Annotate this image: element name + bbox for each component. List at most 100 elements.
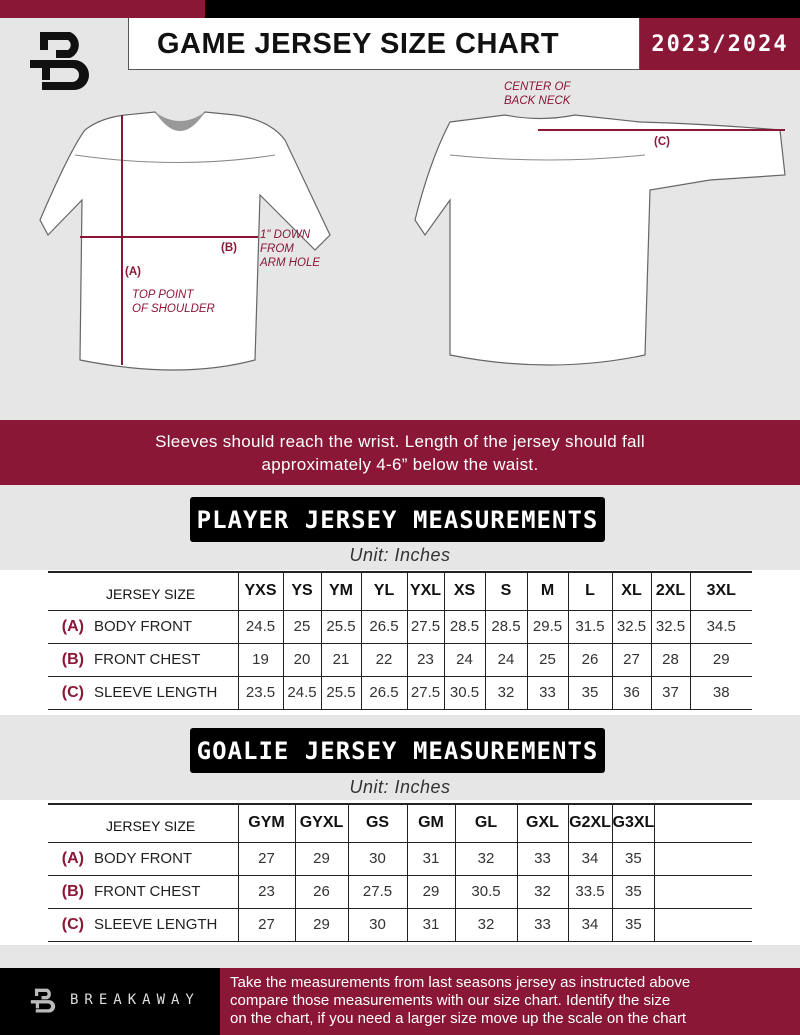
cell: 32 [454, 908, 517, 941]
table-row: (B) FRONT CHEST 19 20 21 22 23 24 24 25 26 27 28 29 [48, 643, 752, 676]
label-a: (A) [125, 266, 141, 278]
row-label-text: FRONT CHEST [94, 882, 201, 900]
front-jersey-diagram [39, 111, 331, 371]
cell: 29.5 [526, 610, 568, 643]
table-row: (A) BODY FRONT 24.5 25 25.5 26.5 27.5 28.5 28.5… [48, 610, 752, 643]
row-letter: (C) [61, 683, 84, 701]
cell: 28.5 [443, 610, 485, 643]
cell: 20 [282, 643, 321, 676]
size-header: YXS [237, 572, 283, 610]
goalie-unit: Unit: Inches [349, 777, 451, 797]
cell: 22 [360, 643, 407, 676]
shoulder-note: TOP POINT OF SHOULDER [132, 288, 215, 316]
cell: 32.5 [650, 610, 690, 643]
table-row: (C) SLEEVE LENGTH 27 29 30 31 32 33 34 35 [48, 908, 752, 941]
size-header: G2XL [567, 804, 612, 842]
header-label: JERSEY SIZE [106, 586, 196, 603]
size-header: YS [282, 572, 321, 610]
table-header-row: JERSEY SIZE GYM GYXL GS GM GL GXL G2XL G… [48, 804, 752, 842]
row-label-text: BODY FRONT [94, 617, 193, 635]
note-line: OF SHOULDER [132, 303, 215, 315]
row-label-text: SLEEVE LENGTH [94, 915, 218, 933]
cell: 31 [406, 908, 455, 941]
row-label: (C) SLEEVE LENGTH [48, 908, 238, 941]
footer-line: compare those measurements with our size… [230, 992, 671, 1009]
title-box: GAME JERSEY SIZE CHART [128, 18, 640, 70]
cell: 37 [650, 676, 690, 709]
instruction-band: Sleeves should reach the wrist. Length o… [0, 420, 800, 485]
cell: 33 [526, 676, 568, 709]
cell: 28 [650, 643, 690, 676]
size-header: G3XL [611, 804, 655, 842]
cell: 27 [237, 842, 295, 875]
size-header: XS [443, 572, 485, 610]
note-line: FROM [260, 243, 294, 255]
size-header: S [484, 572, 527, 610]
back-jersey-diagram [414, 114, 786, 366]
row-label-text: SLEEVE LENGTH [94, 683, 218, 701]
table-row: (B) FRONT CHEST 23 26 27.5 29 30.5 32 33.5 35 [48, 875, 752, 908]
cell: 33 [516, 842, 568, 875]
breakaway-logo-icon [30, 32, 89, 90]
row-label: (C) SLEEVE LENGTH [48, 676, 238, 709]
size-header: GM [406, 804, 455, 842]
size-header: 2XL [650, 572, 690, 610]
footer-line: on the chart, if you need a larger size … [230, 1010, 687, 1027]
header-label: JERSEY SIZE [106, 818, 196, 835]
size-header: YL [360, 572, 407, 610]
note-line: BACK NECK [504, 95, 571, 107]
note-line: TOP POINT [132, 289, 194, 301]
goalie-size-table: JERSEY SIZE GYM GYXL GS GM GL GXL G2XL G… [48, 803, 752, 942]
size-header: GYM [237, 804, 295, 842]
cell: 32 [516, 875, 568, 908]
goalie-section-title: GOALIE JERSEY MEASUREMENTS [190, 728, 605, 773]
size-header: GL [454, 804, 517, 842]
label-c: (C) [654, 136, 670, 148]
size-header: GS [347, 804, 407, 842]
cell: 29 [406, 875, 455, 908]
arm-hole-note: 1" DOWN FROM ARM HOLE [260, 228, 320, 270]
player-size-table: JERSEY SIZE YXS YS YM YL YXL XS S M L XL… [48, 571, 752, 710]
row-label-text: FRONT CHEST [94, 650, 201, 668]
cell: 34 [567, 842, 612, 875]
footer-instructions: Take the measurements from last seasons … [220, 968, 800, 1035]
cell: 34.5 [689, 610, 752, 643]
cell: 26 [567, 643, 612, 676]
cell: 30 [347, 908, 407, 941]
brand-name: BREAKAWAY [70, 992, 200, 1008]
page-title: GAME JERSEY SIZE CHART [157, 28, 560, 60]
cell: 24.5 [282, 676, 321, 709]
cell: 30 [347, 842, 407, 875]
player-section-title: PLAYER JERSEY MEASUREMENTS [190, 497, 605, 542]
cell: 21 [320, 643, 361, 676]
cell: 19 [237, 643, 283, 676]
row-label: (A) BODY FRONT [48, 842, 238, 875]
cell: 24.5 [237, 610, 283, 643]
cell: 24 [443, 643, 485, 676]
cell: 27.5 [406, 610, 444, 643]
cell: 24 [484, 643, 527, 676]
cell: 25 [282, 610, 321, 643]
cell: 27 [237, 908, 295, 941]
cell: 26.5 [360, 610, 407, 643]
cell: 23 [237, 875, 295, 908]
size-header: YM [320, 572, 361, 610]
cell: 29 [689, 643, 752, 676]
cell: 35 [567, 676, 612, 709]
row-letter: (C) [61, 915, 84, 933]
top-accent-bar [0, 0, 205, 18]
cell: 33.5 [567, 875, 612, 908]
cell: 35 [611, 842, 655, 875]
table-row: (C) SLEEVE LENGTH 23.5 24.5 25.5 26.5 27.5 30.… [48, 676, 752, 709]
player-unit: Unit: Inches [349, 545, 451, 565]
row-label: (B) FRONT CHEST [48, 643, 238, 676]
breakaway-footer-logo-icon [30, 988, 56, 1013]
cell: 30.5 [454, 875, 517, 908]
row-label: (A) BODY FRONT [48, 610, 238, 643]
cell: 25.5 [320, 610, 361, 643]
cell: 32 [484, 676, 527, 709]
cell: 23.5 [237, 676, 283, 709]
size-header: YXL [406, 572, 444, 610]
label-b: (B) [221, 242, 237, 254]
note-line: CENTER OF [504, 81, 571, 93]
